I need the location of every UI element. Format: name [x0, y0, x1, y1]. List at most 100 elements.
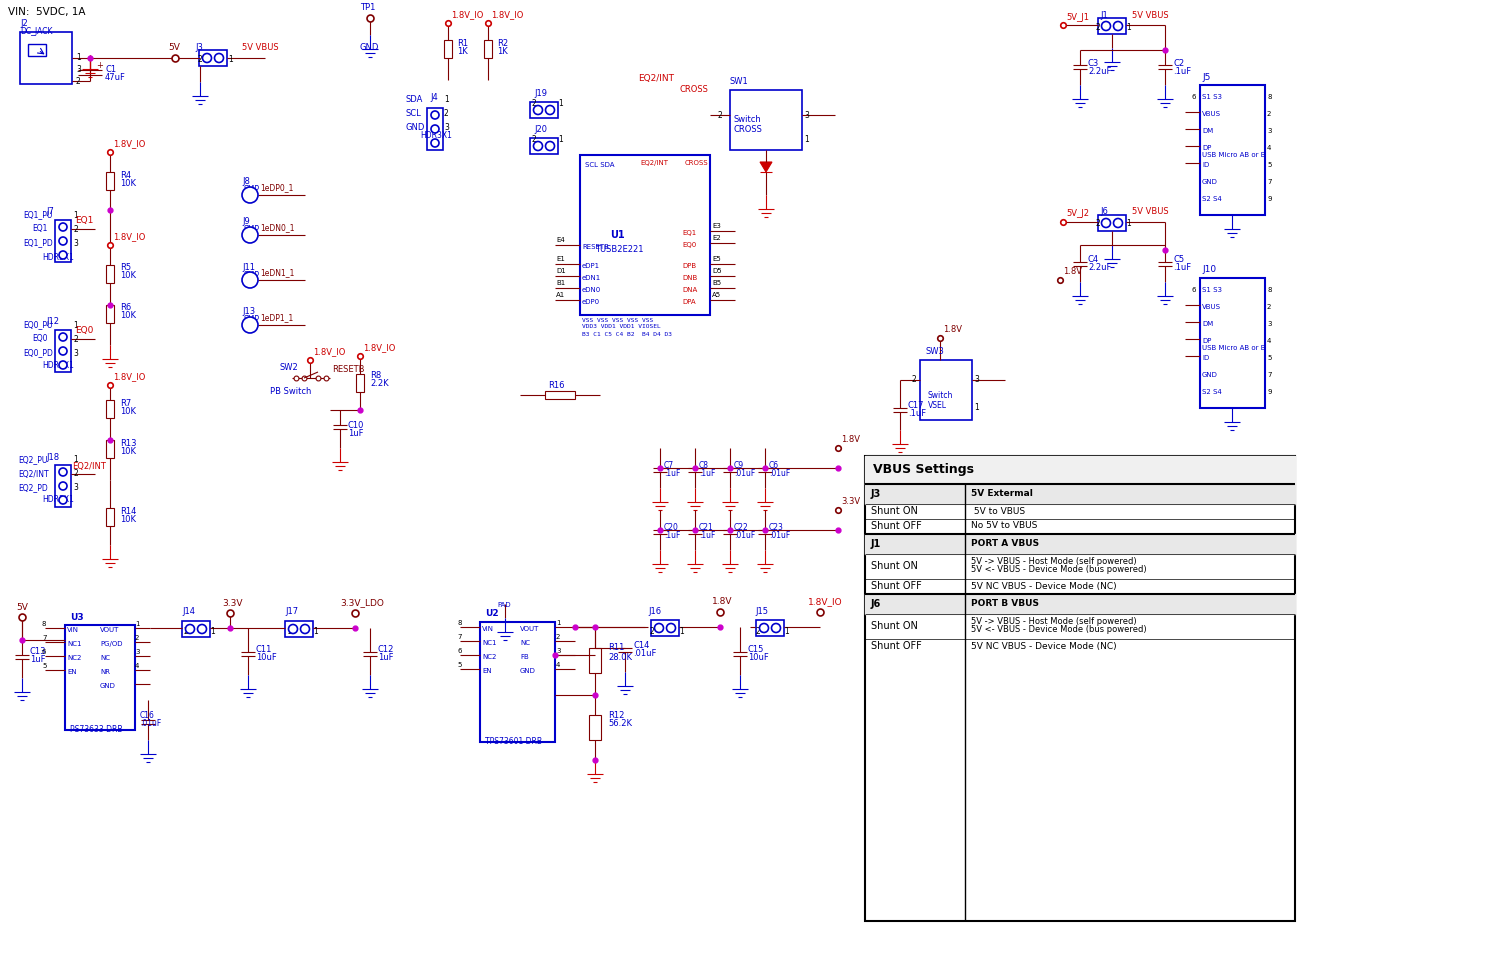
Bar: [480, 622, 555, 742]
Text: HDR3X1: HDR3X1: [420, 132, 452, 140]
Text: 3: 3: [805, 111, 809, 119]
Text: J7: J7: [47, 208, 54, 216]
Text: B1: B1: [555, 280, 566, 286]
Text: VSS VSS VSS VSS VSS: VSS VSS VSS VSS VSS: [582, 317, 653, 323]
Text: 1: 1: [558, 136, 563, 144]
Circle shape: [288, 625, 297, 633]
Text: DC_JACK: DC_JACK: [20, 28, 53, 37]
Bar: [107, 400, 114, 418]
Text: 47uF: 47uF: [105, 73, 126, 83]
Text: J14: J14: [182, 607, 195, 617]
Text: .1uF: .1uF: [908, 408, 926, 417]
Text: EQ1: EQ1: [32, 225, 48, 234]
Text: 5V to VBUS: 5V to VBUS: [971, 506, 1025, 515]
Text: J3: J3: [871, 489, 881, 499]
Text: C13: C13: [30, 648, 47, 656]
Text: SMP: SMP: [245, 226, 260, 234]
Text: J9: J9: [242, 217, 249, 227]
Text: .01uF: .01uF: [769, 530, 790, 539]
Text: DPB: DPB: [681, 263, 696, 269]
Bar: [579, 155, 710, 315]
Text: 5V: 5V: [17, 603, 29, 611]
Text: 1: 1: [555, 620, 560, 626]
Text: 1: 1: [678, 627, 684, 635]
Text: B5: B5: [711, 280, 720, 286]
Text: GND: GND: [1202, 372, 1217, 378]
Circle shape: [59, 361, 68, 369]
Text: 5: 5: [1267, 162, 1271, 168]
Text: EN: EN: [68, 669, 77, 675]
Circle shape: [1114, 218, 1123, 228]
Text: VOUT: VOUT: [519, 626, 539, 632]
Text: 1.8V_IO: 1.8V_IO: [113, 373, 146, 382]
Text: A5: A5: [711, 292, 720, 298]
Bar: [107, 172, 114, 190]
Bar: [56, 465, 71, 507]
Text: C20: C20: [663, 523, 678, 531]
Text: 10K: 10K: [120, 447, 137, 456]
Bar: [107, 440, 114, 458]
Bar: [545, 391, 575, 399]
Circle shape: [545, 106, 554, 114]
Circle shape: [431, 125, 438, 133]
Text: SCL: SCL: [405, 110, 420, 118]
Bar: [107, 508, 114, 526]
Text: 3: 3: [1267, 321, 1271, 327]
Text: C23: C23: [769, 523, 784, 531]
Text: EQ1: EQ1: [75, 216, 93, 226]
Circle shape: [59, 333, 68, 341]
Text: C11: C11: [257, 645, 272, 653]
Text: USB Micro AB or B: USB Micro AB or B: [1202, 345, 1265, 351]
Circle shape: [772, 624, 781, 632]
Text: 7: 7: [456, 634, 461, 640]
Text: DP: DP: [1202, 338, 1211, 344]
Text: 5V: 5V: [168, 43, 180, 53]
Text: 3.3V: 3.3V: [222, 599, 243, 607]
Text: 5: 5: [1267, 355, 1271, 361]
Circle shape: [242, 187, 258, 203]
Text: PB Switch: PB Switch: [270, 387, 311, 397]
Text: DNB: DNB: [681, 275, 698, 281]
Text: 2: 2: [1096, 219, 1100, 229]
Text: 1.8V: 1.8V: [1063, 267, 1082, 277]
Text: D1: D1: [555, 268, 566, 274]
Text: B3 C1 C5 C4 B2  B4 D4 D3: B3 C1 C5 C4 B2 B4 D4 D3: [582, 333, 672, 337]
Text: ID: ID: [1202, 355, 1210, 361]
Text: 2.2K: 2.2K: [371, 380, 389, 388]
Circle shape: [1114, 21, 1123, 31]
Text: 1: 1: [74, 321, 78, 330]
Text: SMP: SMP: [245, 270, 260, 280]
Circle shape: [300, 625, 309, 633]
Text: E2: E2: [711, 235, 720, 241]
Text: VIN:  5VDC, 1A: VIN: 5VDC, 1A: [8, 7, 86, 17]
Text: 5V -> VBUS - Host Mode (self powered): 5V -> VBUS - Host Mode (self powered): [971, 617, 1136, 626]
Text: 2: 2: [531, 136, 536, 144]
Text: 1: 1: [77, 53, 81, 62]
Text: NC2: NC2: [482, 654, 497, 660]
Text: E4: E4: [555, 237, 564, 243]
Text: 1: 1: [558, 100, 563, 109]
Text: .1uF: .1uF: [1172, 66, 1192, 76]
Text: SW1: SW1: [729, 78, 749, 86]
Text: 5V NC VBUS - Device Mode (NC): 5V NC VBUS - Device Mode (NC): [971, 581, 1117, 590]
Text: 2: 2: [1267, 304, 1271, 310]
Text: R13: R13: [120, 438, 137, 448]
Text: 1: 1: [74, 210, 78, 219]
Text: Shunt OFF: Shunt OFF: [871, 521, 922, 531]
Text: EQ2/INT: EQ2/INT: [18, 470, 48, 479]
Text: 5V NC VBUS - Device Mode (NC): 5V NC VBUS - Device Mode (NC): [971, 642, 1117, 651]
Text: 6: 6: [1192, 94, 1196, 100]
Text: Shunt ON: Shunt ON: [871, 561, 919, 571]
Text: C22: C22: [734, 523, 749, 531]
Circle shape: [545, 141, 554, 151]
Text: 2: 2: [198, 56, 203, 64]
Text: 1.8V_IO: 1.8V_IO: [314, 348, 345, 357]
Text: EQ1_PU: EQ1_PU: [23, 210, 53, 219]
Text: +: +: [96, 62, 104, 70]
Text: 3: 3: [77, 64, 81, 73]
Text: 5V <- VBUS - Device Mode (bus powered): 5V <- VBUS - Device Mode (bus powered): [971, 625, 1147, 633]
Text: 10K: 10K: [120, 311, 137, 321]
Text: 5V Extermal: 5V Extermal: [971, 489, 1033, 499]
Text: 7: 7: [1267, 179, 1271, 185]
Text: 1.8V: 1.8V: [841, 435, 860, 445]
